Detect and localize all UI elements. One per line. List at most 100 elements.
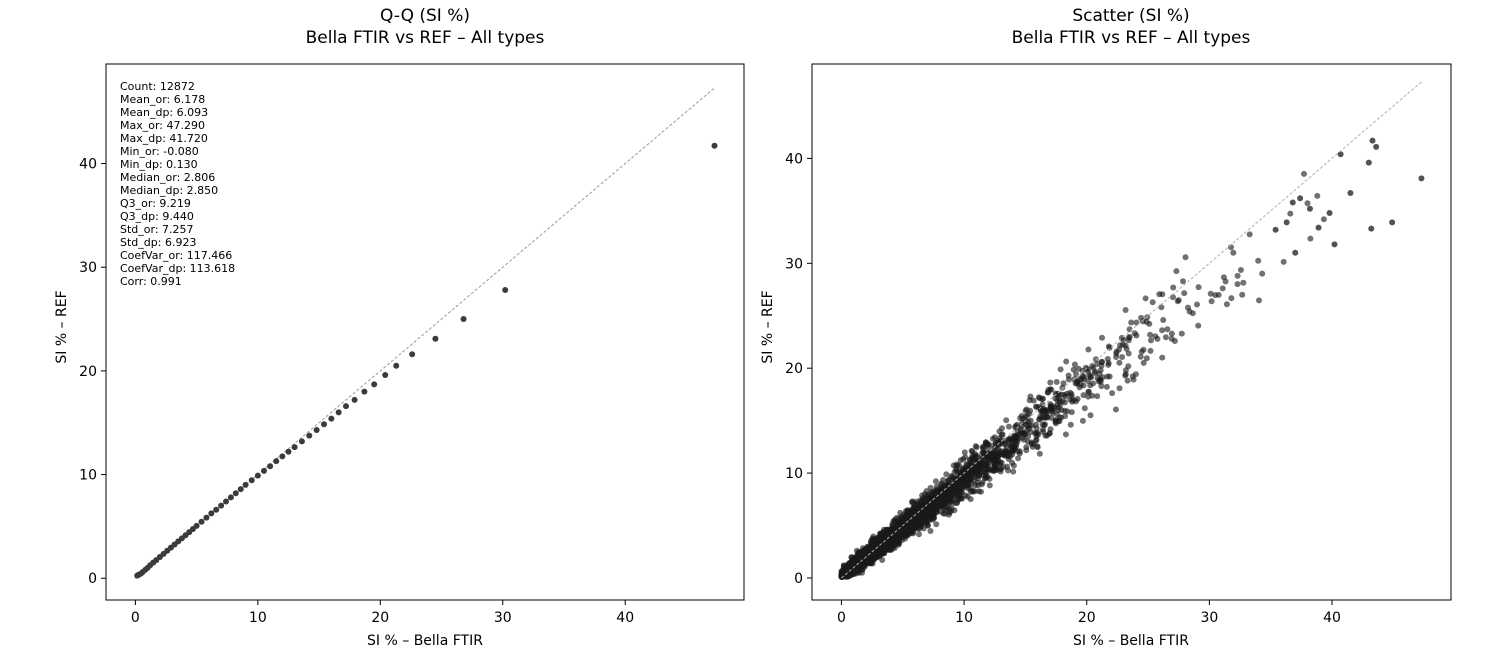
scatter-point — [1159, 291, 1166, 298]
qq-x-axis-label: SI % – Bella FTIR — [367, 633, 483, 649]
scatter-point — [1103, 383, 1110, 390]
scatter-point — [886, 531, 893, 538]
scatter-point — [893, 529, 899, 536]
scatter-point — [1105, 360, 1112, 366]
scatter-outlier-point-13 — [1315, 224, 1322, 231]
scatter-point — [883, 546, 890, 553]
qq-x-tick-label-4: 40 — [616, 610, 634, 626]
scatter-point — [1052, 420, 1059, 427]
qq-point-27 — [227, 494, 234, 501]
scatter-point — [972, 463, 979, 470]
qq-point-52 — [432, 335, 439, 342]
qq-point-53 — [460, 316, 467, 323]
scatter-point — [1178, 330, 1185, 337]
scatter-point — [980, 461, 987, 468]
scatter-point — [967, 485, 974, 492]
scatter-point — [1033, 430, 1040, 437]
scatter-point — [1096, 370, 1103, 377]
scatter-point — [1219, 285, 1226, 292]
scatter-point — [967, 459, 974, 466]
sc-x-tick-label-4: 40 — [1323, 610, 1341, 626]
scatter-point — [916, 501, 923, 508]
scatter-point — [1010, 462, 1017, 469]
scatter-point — [1036, 450, 1043, 457]
scatter-point — [1080, 382, 1087, 389]
scatter-point — [1122, 342, 1129, 349]
scatter-point — [1173, 268, 1180, 275]
scatter-point — [895, 537, 902, 544]
scatter-point — [1240, 279, 1247, 286]
scatter-point — [1029, 443, 1036, 450]
qq-stat-line-15: Corr: 0.991 — [120, 275, 182, 288]
scatter-point — [1016, 450, 1023, 457]
scatter-point — [869, 560, 876, 567]
qq-point-40 — [306, 432, 313, 439]
scatter-outlier-point-1 — [1369, 137, 1376, 144]
qq-stat-line-6: Min_dp: 0.130 — [120, 158, 198, 171]
scatter-point — [1124, 377, 1131, 384]
scatter-point — [930, 513, 937, 520]
scatter-point — [970, 453, 977, 460]
qq-point-51 — [409, 351, 416, 358]
scatter-point — [1125, 363, 1132, 370]
qq-stat-line-2: Mean_dp: 6.093 — [120, 106, 208, 119]
scatter-point — [1059, 384, 1066, 391]
scatter-point — [909, 498, 916, 505]
scatter-point — [1041, 422, 1048, 429]
qq-stat-line-5: Min_or: -0.080 — [120, 145, 199, 158]
scatter-point — [923, 488, 930, 495]
qq-x-tick-label-3: 30 — [494, 610, 512, 626]
qq-y-tick-label-4: 40 — [79, 157, 97, 173]
scatter-point — [980, 455, 987, 461]
scatter-point — [1062, 413, 1068, 420]
scatter-point — [1116, 385, 1123, 392]
scatter-point — [922, 506, 929, 513]
scatter-point — [1133, 332, 1140, 339]
scatter-point — [1094, 361, 1101, 367]
scatter-point — [932, 478, 939, 485]
qq-stat-line-9: Q3_or: 9.219 — [120, 197, 191, 210]
scatter-point — [1287, 210, 1294, 217]
scatter-point — [853, 559, 860, 566]
qq-stat-line-11: Std_or: 7.257 — [120, 223, 194, 236]
scatter-point — [1060, 380, 1067, 387]
scatter-point — [1208, 298, 1215, 305]
qq-point-23 — [208, 510, 215, 517]
scatter-point — [927, 484, 934, 491]
scatter-point — [1085, 393, 1092, 400]
scatter-point — [991, 434, 998, 441]
scatter-point — [983, 439, 989, 446]
scatter-point — [1159, 354, 1166, 361]
scatter-point — [1125, 350, 1132, 357]
scatter-point — [1207, 290, 1214, 297]
scatter-point — [1160, 317, 1167, 323]
scatter-point — [1090, 364, 1097, 371]
qq-point-44 — [335, 409, 342, 416]
scatter-point — [991, 449, 998, 456]
scatter-y-axis-label: SI % – REF — [760, 290, 776, 363]
scatter-point — [993, 465, 1000, 471]
scatter-point — [1304, 200, 1311, 207]
scatter-outlier-point-5 — [1389, 219, 1396, 226]
scatter-point — [1154, 335, 1161, 342]
scatter-point — [1059, 398, 1066, 404]
scatter-point — [962, 454, 969, 461]
scatter-point — [1015, 455, 1022, 462]
scatter-point — [927, 528, 934, 534]
scatter-point — [917, 521, 924, 527]
qq-point-38 — [291, 444, 298, 451]
scatter-point — [858, 552, 865, 559]
sc-x-tick-label-3: 30 — [1200, 610, 1218, 626]
scatter-point — [1027, 417, 1034, 424]
scatter-point — [1125, 337, 1132, 344]
scatter-point — [1026, 410, 1033, 417]
scatter-point — [1003, 417, 1010, 424]
scatter-point — [1005, 467, 1011, 474]
sc-identity-segment — [841, 81, 1422, 579]
scatter-point — [1071, 361, 1078, 368]
scatter-point — [970, 477, 977, 484]
scatter-point — [1003, 444, 1010, 451]
scatter-point — [1033, 403, 1040, 410]
qq-point-54 — [502, 287, 509, 294]
